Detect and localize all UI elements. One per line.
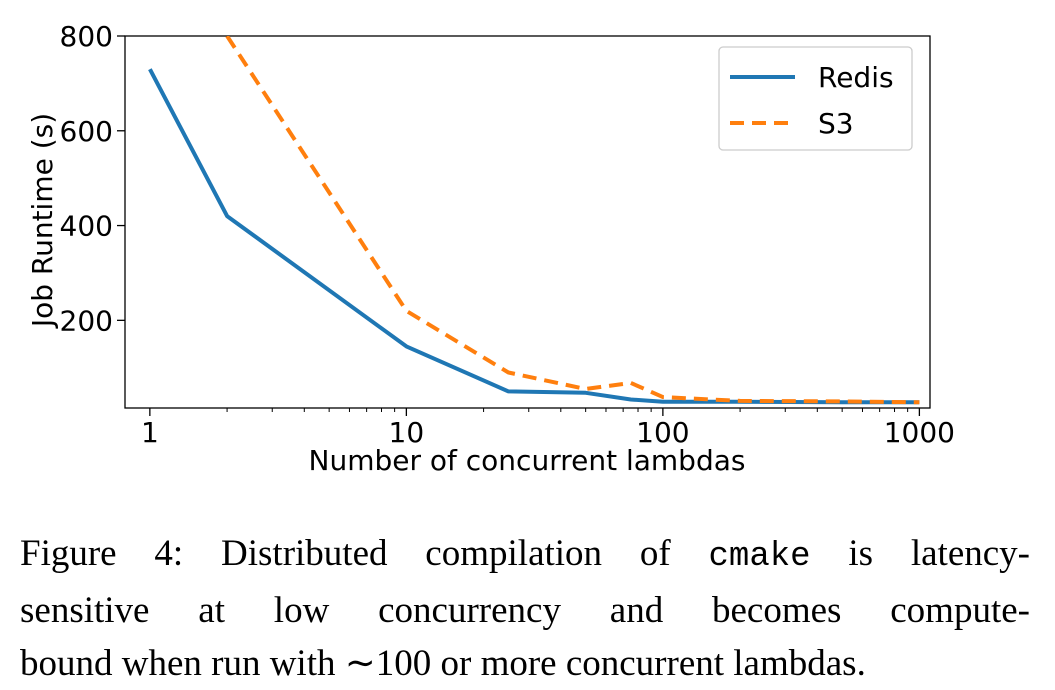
x-tick-label: 1000 [884, 416, 955, 449]
figure-caption: Figure 4: Distributed compilation of cma… [20, 527, 1030, 690]
x-axis-label: Number of concurrent lambdas [309, 444, 746, 477]
legend: Redis S3 [718, 46, 913, 151]
caption-code: cmake [708, 538, 811, 576]
legend-box [718, 46, 913, 151]
plot-border [124, 35, 931, 409]
y-tick-label: 200 [60, 304, 113, 337]
legend-label: S3 [818, 107, 854, 140]
caption-text: Figure 4: Distributed compilation of [20, 533, 709, 574]
legend-label: Redis [818, 61, 894, 94]
y-axis: 200 400 600 800 [60, 20, 125, 337]
chart: 200 400 600 800 1 10 100 1000 Redis S3 Number o… [26, 20, 955, 477]
series-layer [148, 36, 920, 405]
caption-line-2: sensitive at low concurrency and becomes… [20, 590, 1030, 631]
x-axis: 1 10 100 1000 [141, 408, 955, 449]
x-tick-label: 1 [141, 416, 159, 449]
x-tick-label: 100 [636, 416, 689, 449]
plot-frame [124, 35, 931, 409]
y-tick-label: 600 [60, 115, 113, 148]
caption-line-1: Figure 4: Distributed compilation of cma… [20, 527, 1030, 584]
x-tick-label: 10 [389, 416, 425, 449]
y-tick-label: 800 [60, 20, 113, 53]
series-line-s3 [225, 36, 920, 405]
y-axis-label: Job Runtime (s) [26, 113, 59, 329]
caption-text: is latency- [810, 533, 1031, 574]
caption-line-3: bound when run with ∼100 or more concurr… [20, 643, 866, 684]
y-tick-label: 400 [60, 210, 113, 243]
